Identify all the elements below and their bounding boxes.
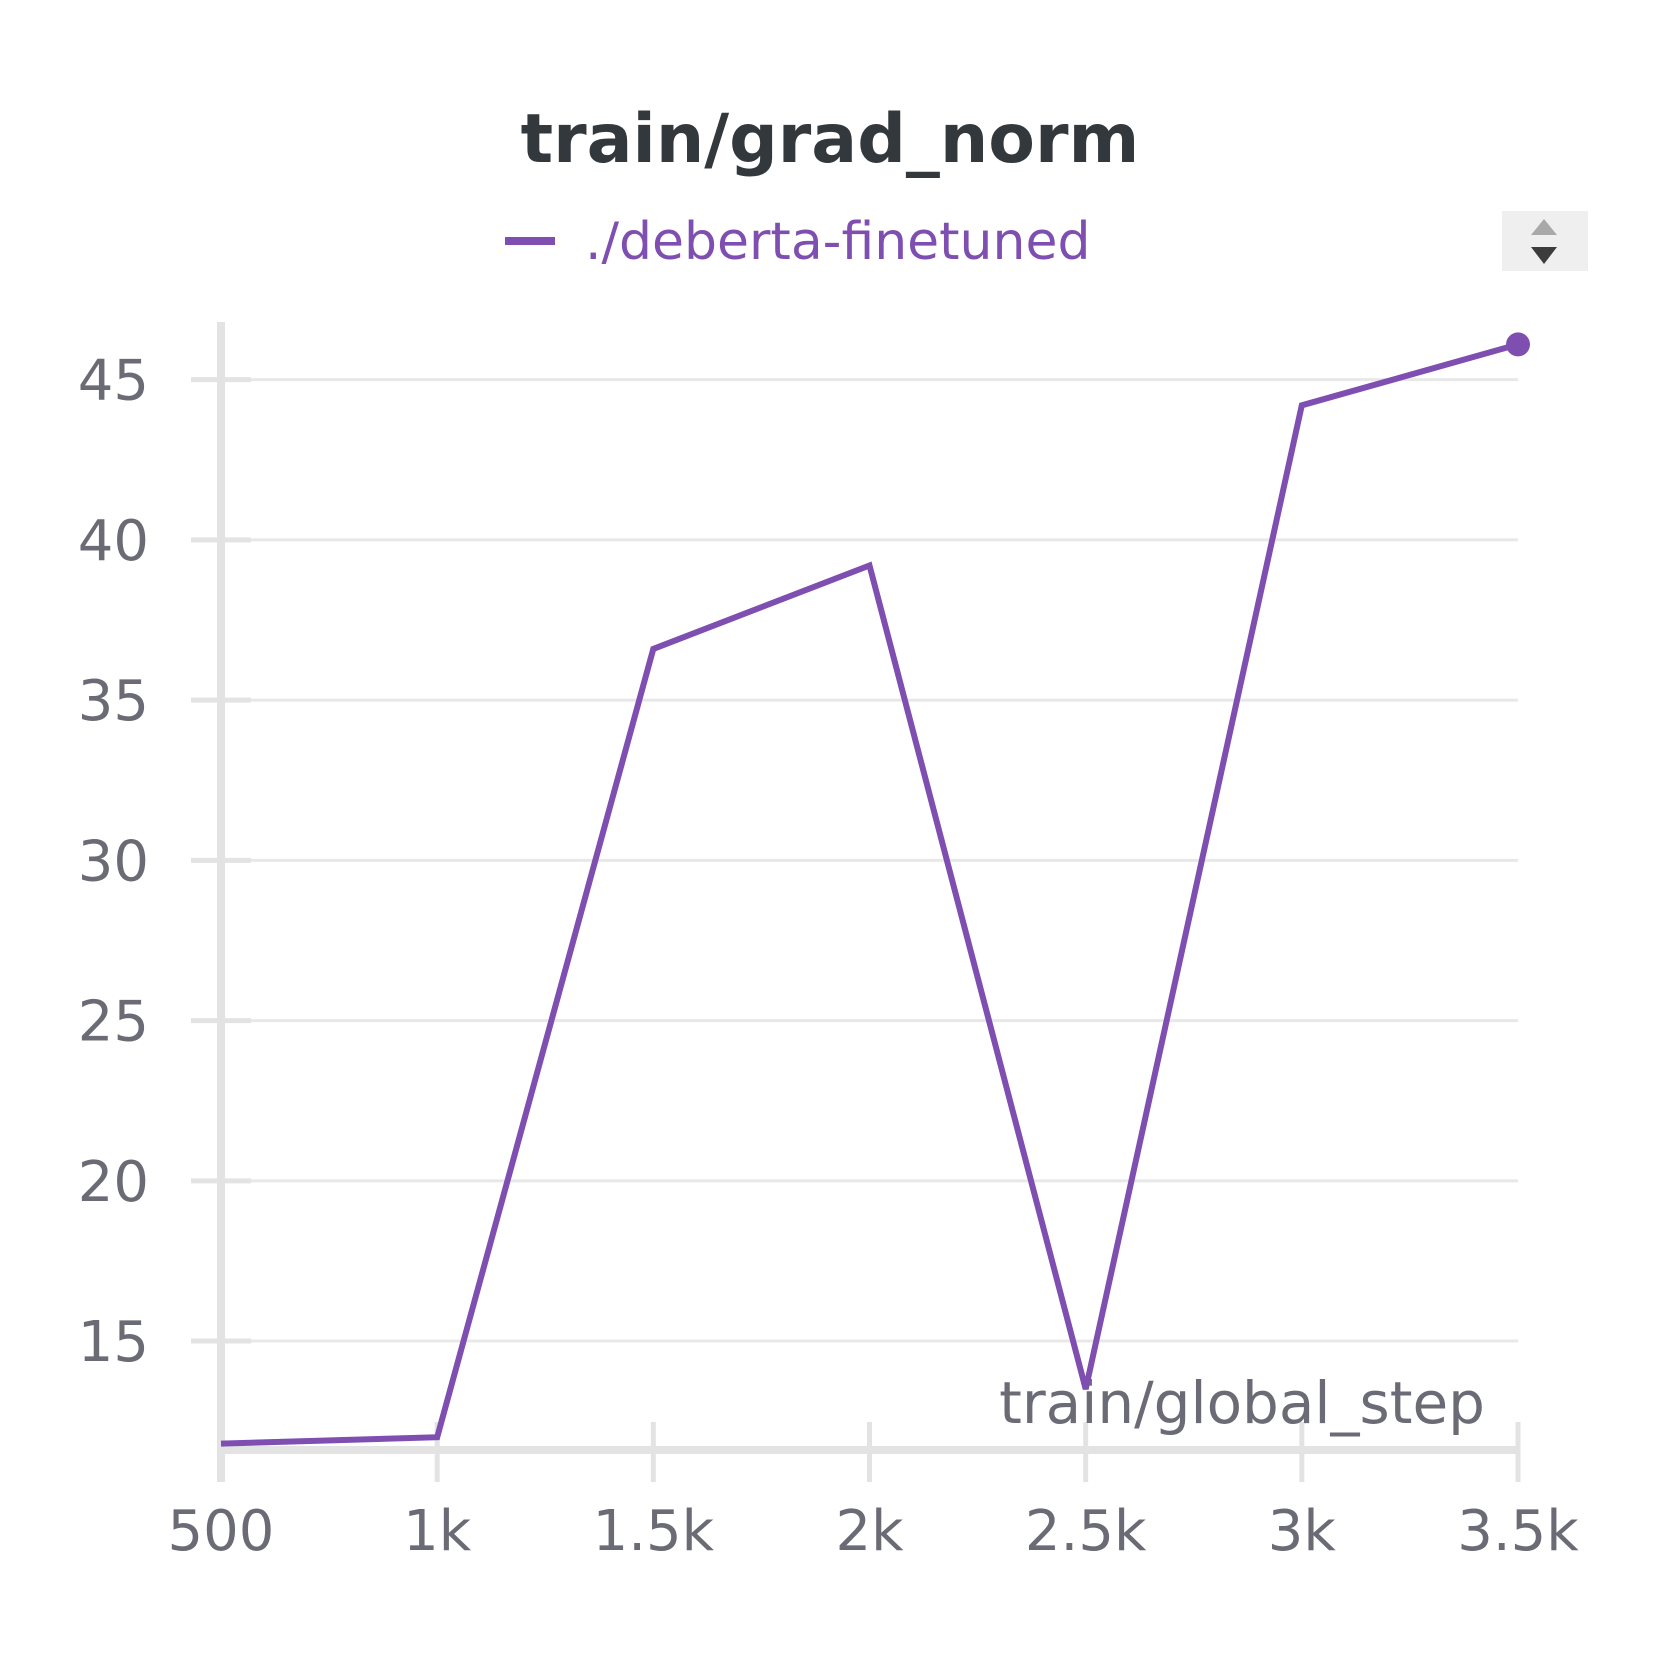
sort-control-button[interactable] [1502, 211, 1588, 271]
grid [221, 378, 1518, 1343]
x-tick-label: 3k [1268, 1499, 1337, 1564]
series-line [220, 341, 1519, 1447]
series-end-point [1506, 332, 1530, 357]
series-layer [220, 332, 1530, 1447]
sort-up-down-icon[interactable] [1531, 219, 1557, 264]
y-tick-label: 45 [78, 349, 149, 414]
y-tick-label: 35 [78, 669, 149, 734]
y-tick-label: 15 [78, 1310, 149, 1375]
x-tick-label: 3.5k [1457, 1499, 1579, 1564]
x-tick-label: 1k [403, 1499, 472, 1564]
y-tick-label: 30 [78, 829, 149, 894]
x-tick-label: 500 [168, 1499, 275, 1564]
legend-label: ./deberta-finetuned [585, 212, 1090, 272]
y-axis: 15 20 25 30 35 40 45 [78, 322, 251, 1482]
y-tick-label: 20 [78, 1150, 149, 1215]
x-tick-label: 1.5k [593, 1499, 715, 1564]
x-tick-label: 2.5k [1025, 1499, 1147, 1564]
y-tick-label: 40 [78, 509, 149, 574]
chart-title: train/grad_norm [521, 100, 1140, 179]
legend: ./deberta-finetuned [505, 212, 1090, 272]
y-tick-label: 25 [78, 990, 149, 1055]
x-tick-label: 2k [835, 1499, 904, 1564]
x-axis: 500 1k 1.5k 2k 2.5k 3k 3.5k [168, 1422, 1579, 1564]
x-axis-title: train/global_step [999, 1369, 1485, 1437]
